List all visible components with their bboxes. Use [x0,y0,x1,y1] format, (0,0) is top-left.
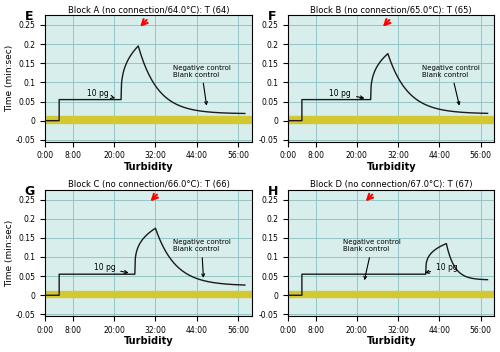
Title: Block D (no connection/67.0°C): T (67): Block D (no connection/67.0°C): T (67) [310,180,472,189]
Bar [46,116,252,122]
Text: 10 pg: 10 pg [330,89,364,99]
X-axis label: Turbidity: Turbidity [366,162,416,172]
Y-axis label: Time (min:sec): Time (min:sec) [6,45,15,112]
Text: Negative control
Blank control: Negative control Blank control [422,65,480,105]
Text: Negative control
Blank control: Negative control Blank control [172,65,231,105]
Text: Negative control
Blank control: Negative control Blank control [172,239,231,277]
X-axis label: Turbidity: Turbidity [366,337,416,346]
Bar [288,116,494,122]
Text: F: F [268,10,276,23]
Bar [46,291,252,297]
Text: 10 pg: 10 pg [94,263,128,274]
Text: H: H [268,185,278,198]
X-axis label: Turbidity: Turbidity [124,337,174,346]
Bar [288,291,494,297]
Text: 10 pg: 10 pg [426,263,458,274]
Text: E: E [25,10,34,23]
X-axis label: Turbidity: Turbidity [124,162,174,172]
Text: Negative control
Blank control: Negative control Blank control [343,239,401,279]
Y-axis label: Time (min:sec): Time (min:sec) [6,220,15,287]
Text: 10 pg: 10 pg [86,89,114,99]
Title: Block A (no connection/64.0°C): T (64): Block A (no connection/64.0°C): T (64) [68,6,230,14]
Title: Block C (no connection/66.0°C): T (66): Block C (no connection/66.0°C): T (66) [68,180,230,189]
Text: G: G [25,185,35,198]
Title: Block B (no connection/65.0°C): T (65): Block B (no connection/65.0°C): T (65) [310,6,472,14]
